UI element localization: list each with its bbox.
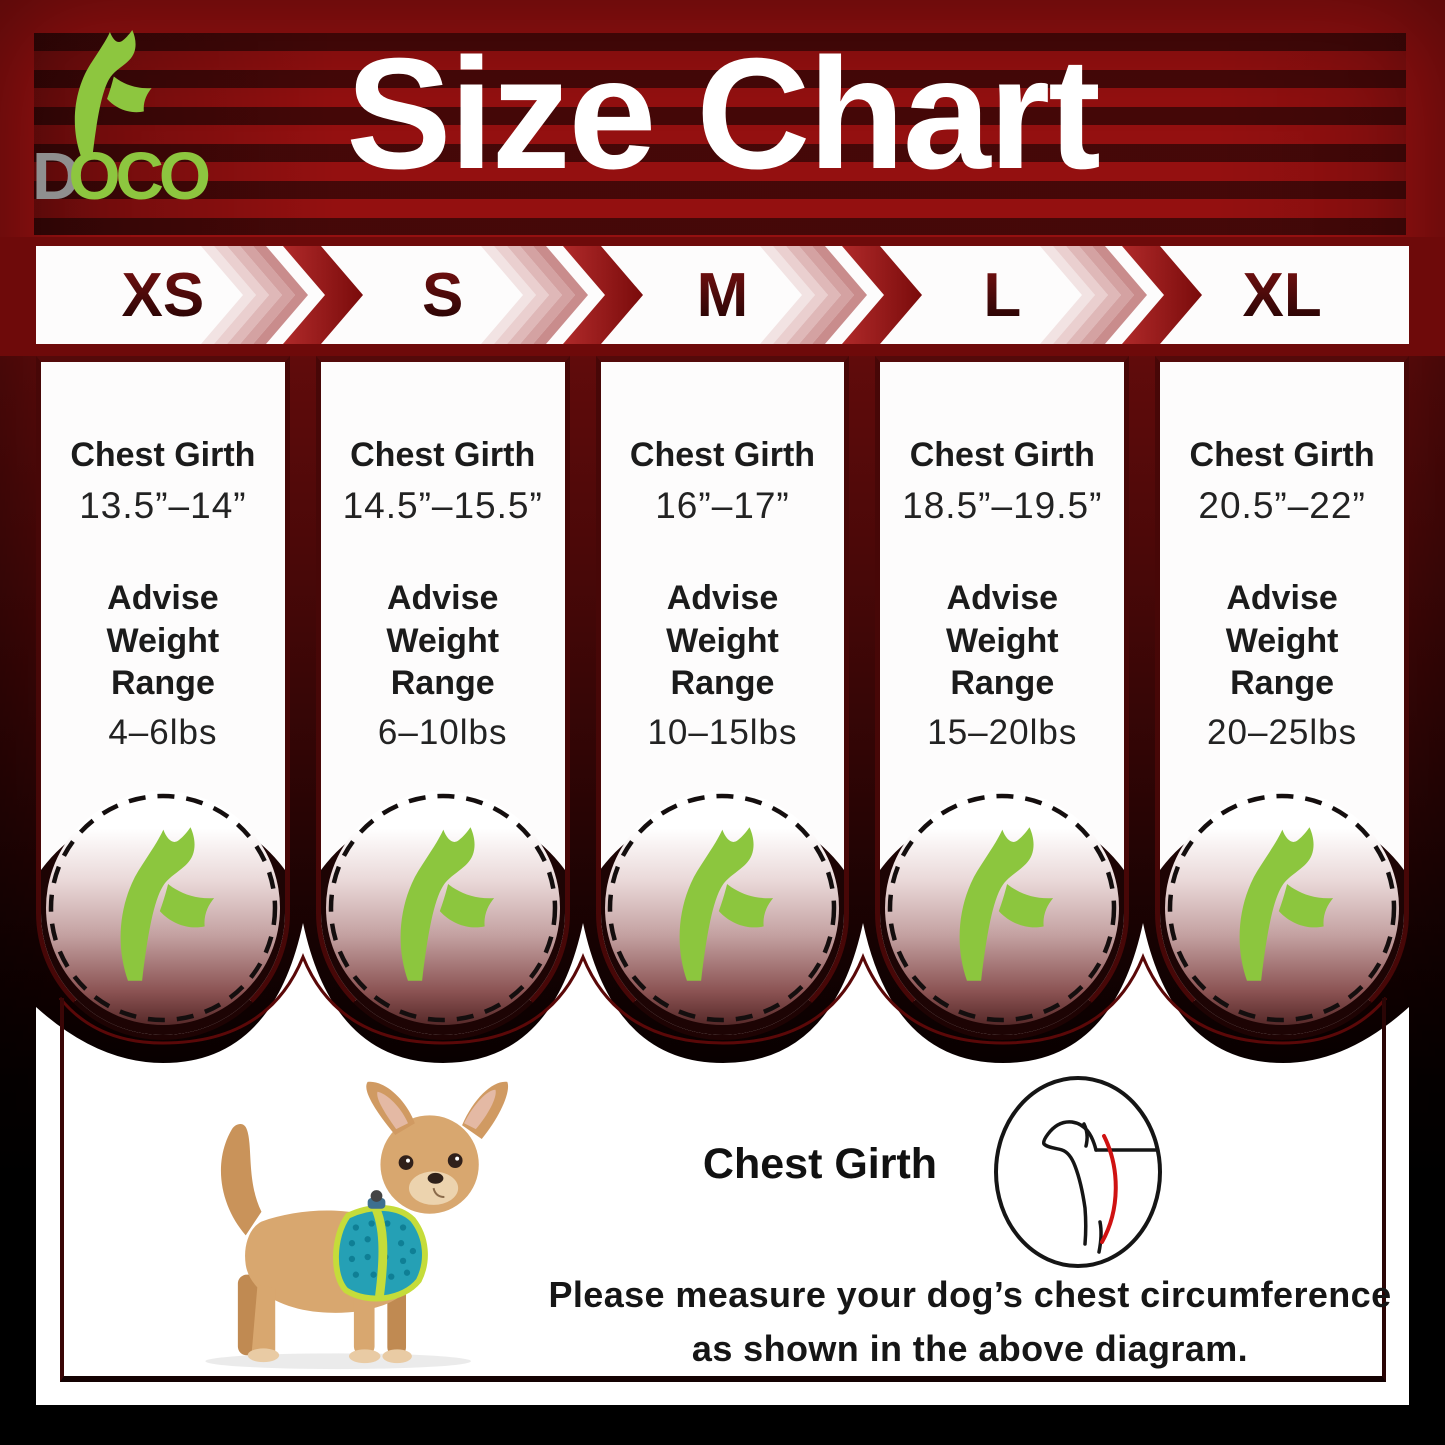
weight-range-label: Advise Weight Range — [945, 579, 1059, 702]
weight-range-value: 15–20lbs — [927, 712, 1078, 752]
size-label: S — [316, 246, 570, 344]
chevron-separator-icon — [760, 246, 923, 344]
size-column: Chest Girth 20.5”–22” Advise Weight Rang… — [1155, 356, 1409, 1040]
chevron-separator-icon — [480, 246, 643, 344]
chevron-separator-icon — [200, 246, 363, 344]
brand-badge — [605, 791, 840, 1025]
size-band-separator — [1040, 246, 1203, 344]
size-column: Chest Girth 14.5”–15.5” Advise Weight Ra… — [315, 356, 570, 1040]
dog-logo-icon — [1239, 827, 1334, 981]
chest-girth-label: Chest Girth — [1189, 436, 1375, 474]
chest-girth-label: Chest Girth — [629, 436, 816, 474]
measurement-diagram-icon — [994, 1076, 1162, 1268]
brand-badge — [325, 791, 560, 1025]
size-column: Chest Girth 13.5”–14” Advise Weight Rang… — [36, 356, 290, 1040]
weight-range-label: Advise Weight Range — [1225, 579, 1339, 702]
dog-logo-icon — [680, 827, 774, 981]
chihuahua-photo — [205, 1081, 509, 1370]
brand-letters-oco: OCO — [68, 139, 211, 214]
size-band-row: XS S M L — [36, 246, 1409, 344]
dog-logo-icon — [400, 827, 494, 981]
instruction-text: Please measure your dog’s chest circumfe… — [520, 1268, 1420, 1376]
chest-girth-value: 20.5”–22” — [1198, 485, 1366, 526]
chest-girth-label: Chest Girth — [70, 436, 256, 474]
brand-badge — [885, 791, 1120, 1025]
size-label: L — [875, 246, 1129, 344]
size-column: Chest Girth 18.5”–19.5” Advise Weight Ra… — [875, 356, 1130, 1040]
size-label: M — [596, 246, 850, 344]
dog-logo-icon — [959, 827, 1054, 981]
dog-logo-icon — [120, 827, 214, 981]
size-band: XS S M L — [0, 237, 1445, 356]
brand-logo: DOCO — [28, 26, 258, 216]
instruction-line-1: Please measure your dog’s chest circumfe… — [548, 1274, 1392, 1315]
size-column: Chest Girth 16”–17” Advise Weight Range … — [595, 356, 850, 1040]
brand-badge — [45, 791, 280, 1025]
chest-girth-label: Chest Girth — [909, 436, 1095, 474]
instruction-line-2: as shown in the above diagram. — [691, 1328, 1249, 1369]
weight-range-value: 20–25lbs — [1207, 712, 1358, 752]
size-columns: Chest Girth 13.5”–14” Advise Weight Rang… — [36, 356, 1409, 1040]
chest-girth-heading: Chest Girth — [702, 1140, 938, 1188]
size-band-separator — [200, 246, 363, 344]
weight-range-label: Advise Weight Range — [666, 579, 779, 702]
dashed-circle-icon — [888, 793, 1117, 1023]
size-label: XL — [1155, 246, 1409, 344]
weight-range-label: Advise Weight Range — [106, 579, 220, 702]
dashed-circle-icon — [48, 793, 278, 1023]
size-label: XS — [36, 246, 290, 344]
size-band-separator — [760, 246, 923, 344]
brand-letter-d: D — [32, 139, 80, 214]
chest-girth-value: 18.5”–19.5” — [902, 485, 1103, 526]
chest-girth-label: Chest Girth — [350, 436, 536, 474]
size-band-separator — [480, 246, 643, 344]
weight-range-value: 10–15lbs — [647, 712, 798, 752]
page-title: Size Chart — [346, 26, 1101, 202]
brand-wordmark: DOCO — [32, 138, 211, 215]
weight-range-value: 4–6lbs — [108, 712, 218, 752]
bottom-panel-frame — [60, 998, 1386, 1382]
chest-girth-value: 14.5”–15.5” — [342, 485, 543, 526]
weight-range-value: 6–10lbs — [377, 712, 508, 752]
dashed-circle-icon — [1167, 793, 1397, 1023]
dashed-circle-icon — [328, 793, 557, 1023]
dashed-circle-icon — [608, 793, 837, 1023]
chest-girth-value: 16”–17” — [655, 485, 790, 526]
chevron-separator-icon — [1040, 246, 1203, 344]
chest-girth-value: 13.5”–14” — [79, 485, 247, 526]
header-stripes — [34, 33, 1406, 235]
brand-badge — [1165, 791, 1400, 1025]
weight-range-label: Advise Weight Range — [386, 579, 500, 702]
